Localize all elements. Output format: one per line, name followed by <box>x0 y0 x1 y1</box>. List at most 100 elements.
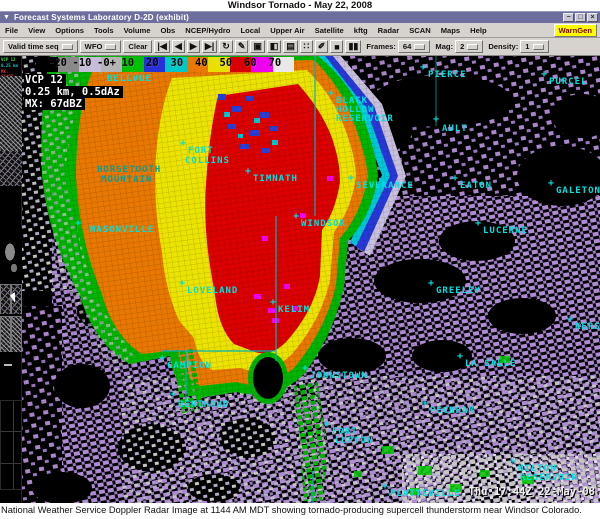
radar-image: BELLVUE+PIERCE+PURCEL+BLACK+HOLLOWRESERV… <box>22 56 600 503</box>
loop-icon[interactable]: ↻ <box>219 40 233 53</box>
thumbnail-pair-2[interactable] <box>0 316 22 352</box>
density-dropdown[interactable]: 1 <box>520 40 549 53</box>
image-combine-icon[interactable]: ▣ <box>250 40 265 53</box>
map-label: HORSETOOTH <box>97 165 161 175</box>
thumbnail-text-line: VCP 12 <box>1 57 16 62</box>
frames-dropdown[interactable]: 64 <box>397 40 431 53</box>
mag-dropdown[interactable]: 2 <box>455 40 484 53</box>
menu-options[interactable]: Options <box>55 25 84 35</box>
town-marker-icon: + <box>180 138 186 149</box>
option-menu-icon <box>414 43 426 50</box>
map-label: LUCERNE <box>483 226 528 236</box>
first-frame-button[interactable]: |◀ <box>154 40 170 53</box>
menu-radar[interactable]: Radar <box>377 25 400 35</box>
colorbar-segment <box>100 57 122 72</box>
town-marker-icon: + <box>420 62 426 73</box>
map-label: RESERVOIR <box>520 473 578 483</box>
draw-icon[interactable]: ✐ <box>314 40 329 53</box>
single-panel-icon[interactable]: ■ <box>330 40 344 53</box>
sample-points-icon[interactable]: ∷ <box>299 40 313 53</box>
option-menu-icon <box>467 43 479 50</box>
maximize-button[interactable]: □ <box>575 13 586 22</box>
town-marker-icon: + <box>433 114 439 125</box>
menu-scan[interactable]: SCAN <box>409 25 431 35</box>
map-label: LOVELAND <box>187 286 238 296</box>
window-menu-icon[interactable]: ▼ <box>3 14 10 21</box>
menu-view[interactable]: View <box>28 25 46 35</box>
colorbar-segment <box>143 57 165 72</box>
menu-volume[interactable]: Volume <box>123 25 151 35</box>
toolbar: Valid time seq WFO Clear |◀ ◀ ▶ ▶| ↻ ✎ ▣… <box>0 38 600 56</box>
valid-time-dropdown[interactable]: Valid time seq <box>3 40 78 53</box>
thumbnail-radar-2[interactable] <box>0 151 22 186</box>
annotate-icon[interactable]: ✎ <box>234 40 249 53</box>
map-label: MILTON <box>518 464 557 474</box>
menu-tools[interactable]: Tools <box>93 25 114 35</box>
menu-obs[interactable]: Obs <box>160 25 176 35</box>
multi-panel-icon[interactable]: ▮▮ <box>345 40 362 53</box>
thumbnail-radar-1[interactable] <box>0 76 22 151</box>
clear-button[interactable]: Clear <box>123 40 153 53</box>
colorbar-segment <box>229 57 251 72</box>
map-label: COLLINS <box>185 156 230 166</box>
town-marker-icon: + <box>328 88 334 99</box>
minimize-button[interactable]: − <box>563 13 574 22</box>
map-label: JOHNSTOWN <box>310 371 368 381</box>
map-label: PIERCE <box>428 70 467 80</box>
colorbar-label: 60 <box>244 57 257 69</box>
mag-label: Mag: <box>435 42 454 51</box>
map-label: LA SALLE <box>465 359 516 369</box>
town-marker-icon: + <box>159 353 165 364</box>
map-label: PLATTEVILLE <box>390 489 461 499</box>
colorbar-label: 40 <box>195 57 208 69</box>
thumbnail-county-map[interactable] <box>0 400 22 490</box>
colorbar-segment <box>36 57 58 72</box>
town-marker-icon: + <box>75 218 81 229</box>
map-label: MASONVILLE <box>90 225 154 235</box>
map-label: EATON <box>460 181 492 191</box>
colorbar-segment <box>165 57 187 72</box>
menu-kftg[interactable]: kftg <box>353 25 368 35</box>
menu-file[interactable]: File <box>5 25 19 35</box>
menu-help[interactable]: Help <box>470 25 487 35</box>
warngen-button[interactable]: WarnGen <box>553 23 597 37</box>
colorbar-segment <box>186 57 208 72</box>
thumbnail-pair-1[interactable] <box>0 284 22 314</box>
town-marker-icon: + <box>567 314 573 325</box>
menu-local[interactable]: Local <box>240 25 261 35</box>
print-icon[interactable]: ▤ <box>283 40 298 53</box>
wfo-dropdown[interactable]: WFO <box>79 40 122 53</box>
colorbar-label: -0+ <box>97 57 116 69</box>
map-label: SEVERANCE <box>356 181 414 191</box>
town-marker-icon: + <box>170 389 176 400</box>
density-label: Density: <box>488 42 519 51</box>
town-marker-icon: + <box>293 211 299 222</box>
elevation-text: 0.25 km, 0.5dAz <box>24 86 123 98</box>
menu-upper-air[interactable]: Upper Air <box>270 25 305 35</box>
prev-frame-button[interactable]: ◀ <box>171 40 185 53</box>
town-marker-icon: + <box>541 69 547 80</box>
option-menu-icon <box>105 43 117 50</box>
last-frame-button[interactable]: ▶| <box>201 40 218 53</box>
window-titlebar[interactable]: ▼ Forecast Systems Laboratory D-2D (exhi… <box>0 11 600 23</box>
town-marker-icon: + <box>348 173 354 184</box>
window-title: Forecast Systems Laboratory D-2D (exhibi… <box>13 13 190 22</box>
radar-display[interactable]: BELLVUE+PIERCE+PURCEL+BLACK+HOLLOWRESERV… <box>22 56 600 503</box>
menu-ncep-hydro[interactable]: NCEP/Hydro <box>185 25 231 35</box>
map-label: MOUNTAIN <box>101 175 152 185</box>
map-label: BERTHOUD <box>178 400 229 410</box>
town-marker-icon: + <box>428 278 434 289</box>
next-frame-button[interactable]: ▶ <box>186 40 200 53</box>
close-button[interactable]: × <box>587 13 598 22</box>
town-marker-icon: + <box>302 363 308 374</box>
menu-satellite[interactable]: Satellite <box>314 25 344 35</box>
map-label: CAMPION <box>167 361 212 371</box>
image-toggle-icon[interactable]: ◧ <box>266 40 282 53</box>
thumbnail-namerica-map[interactable] <box>0 228 22 284</box>
colorbar-segment <box>272 57 294 72</box>
menu-maps[interactable]: Maps <box>440 25 461 35</box>
max-dbz-text: MX: 67dBZ <box>24 98 85 110</box>
